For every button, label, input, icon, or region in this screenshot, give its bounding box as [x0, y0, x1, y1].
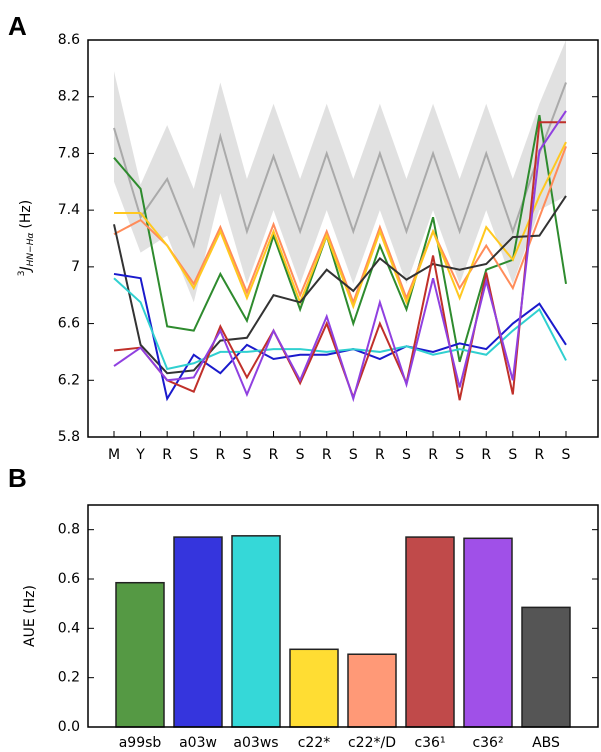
x-tick-label: a03w [179, 735, 217, 751]
x-tick-label: ABS [532, 735, 560, 751]
x-tick-label: R [269, 447, 279, 463]
line [114, 141, 567, 310]
bar [231, 535, 281, 728]
x-tick-label: c36² [472, 735, 503, 751]
panel-label: A [8, 11, 27, 41]
x-tick-label: c36¹ [414, 735, 445, 751]
bar [289, 648, 339, 728]
x-tick-label: R [322, 447, 332, 463]
bar [347, 653, 397, 728]
bar [173, 536, 223, 728]
y-tick-label: 6.2 [58, 372, 80, 388]
y-label-main: J [18, 266, 34, 273]
line [113, 145, 567, 306]
y-tick-label: 5.8 [58, 429, 80, 445]
x-tick-label: a99sb [119, 735, 162, 751]
x-tick-label: c22*/D [348, 735, 396, 751]
y-axis-label: AUE (Hz) [22, 585, 38, 647]
y-tick-label: 6.6 [58, 316, 80, 332]
x-tick-label: S [242, 447, 251, 463]
panel-label: B [8, 463, 27, 493]
line [113, 110, 567, 403]
x-tick-label: S [349, 447, 358, 463]
y-tick-label: 0.2 [58, 670, 80, 686]
line [113, 82, 567, 249]
bar [521, 606, 571, 728]
x-tick-label: S [508, 447, 517, 463]
y-label-sup: 3 [17, 270, 27, 276]
y-tick-label: 8.6 [58, 32, 80, 48]
x-tick-label: R [375, 447, 385, 463]
y-tick-label: 7.4 [58, 202, 80, 218]
y-tick-label: 0.8 [58, 522, 80, 538]
bar [405, 536, 455, 728]
y-tick-label: 0.4 [58, 620, 80, 636]
x-tick-label: S [189, 447, 198, 463]
x-tick-label: a03ws [233, 735, 278, 751]
band [114, 40, 566, 303]
y-tick-label: 7.8 [58, 145, 80, 161]
x-tick-label: S [562, 447, 571, 463]
bar [463, 537, 513, 728]
x-tick-label: R [215, 447, 225, 463]
y-tick-label: 0.6 [58, 571, 80, 587]
y-tick-label: 0.0 [58, 719, 80, 735]
plot-frame [87, 39, 599, 438]
x-tick-label: S [455, 447, 464, 463]
x-tick-label: R [162, 447, 172, 463]
x-tick-label: S [402, 447, 411, 463]
x-tick-label: R [481, 447, 491, 463]
x-tick-label: M [108, 447, 120, 463]
plot-frame [87, 504, 599, 728]
line [113, 272, 567, 402]
x-tick-label: R [535, 447, 545, 463]
y-tick-label: 7 [71, 259, 80, 275]
x-tick-label: R [428, 447, 438, 463]
y-axis-label: 3JHN−Hα (Hz) [17, 200, 36, 276]
y-label-sub: HN−Hα [26, 233, 36, 267]
y-tick-label: 8.2 [58, 89, 80, 105]
line [113, 195, 567, 375]
x-tick-label: S [296, 447, 305, 463]
x-tick-label: c22* [298, 735, 331, 751]
x-tick-label: Y [135, 447, 145, 463]
y-label-unit: (Hz) [18, 200, 34, 229]
bar [115, 581, 165, 728]
line [113, 277, 567, 371]
